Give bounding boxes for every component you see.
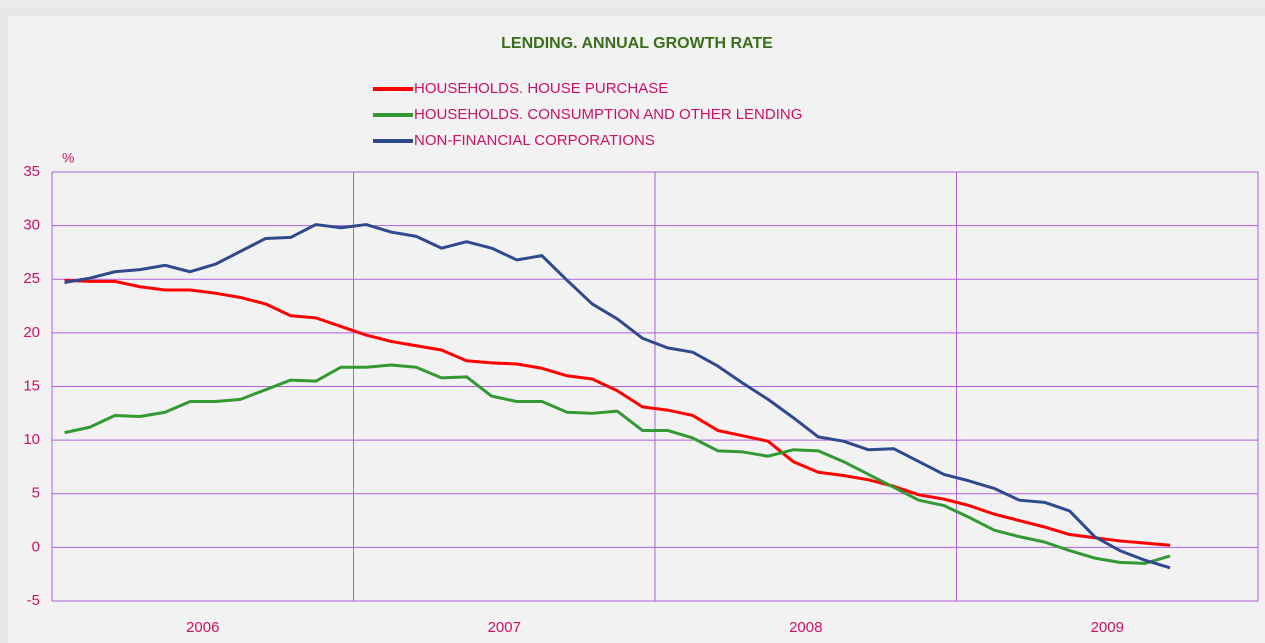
y-tick-label: 10 (23, 431, 40, 448)
x-tick-label: 2009 (1091, 619, 1124, 636)
y-tick-label: 5 (32, 485, 40, 502)
line-series (64, 363, 1171, 565)
legend-label: HOUSEHOLDS. CONSUMPTION AND OTHER LENDIN… (414, 106, 802, 123)
line-series (64, 223, 1171, 570)
y-tick-label: 20 (23, 324, 40, 341)
legend-label: HOUSEHOLDS. HOUSE PURCHASE (414, 80, 668, 97)
y-axis-label: % (62, 150, 74, 166)
line-series (64, 278, 1171, 547)
panel (8, 16, 1265, 643)
x-tick-label: 2008 (789, 619, 822, 636)
y-tick-label: -5 (27, 592, 40, 609)
top-strip (0, 0, 1265, 8)
y-tick-label: 25 (23, 270, 40, 287)
chart-title: LENDING. ANNUAL GROWTH RATE (501, 35, 773, 52)
y-tick-label: 35 (23, 163, 40, 180)
x-tick-label: 2007 (488, 619, 521, 636)
y-tick-label: 30 (23, 217, 40, 234)
legend-label: NON-FINANCIAL CORPORATIONS (414, 132, 655, 149)
x-tick-label: 2006 (186, 619, 219, 636)
y-tick-label: 15 (23, 377, 40, 394)
y-tick-label: 0 (32, 538, 40, 555)
